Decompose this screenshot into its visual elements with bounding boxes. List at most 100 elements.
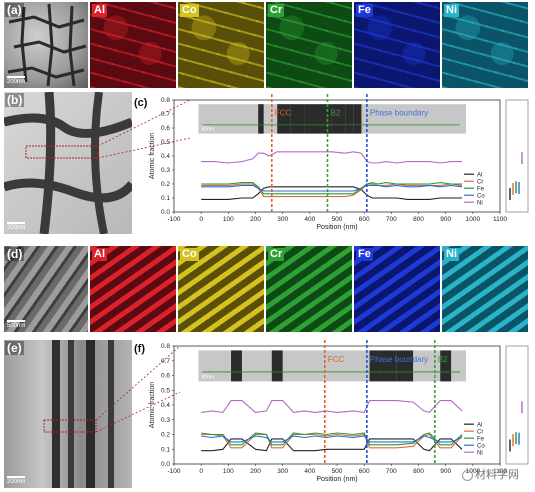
y-tick-label: 0.6	[161, 373, 170, 380]
eds-map-cr: Cr	[266, 2, 352, 88]
legend-entry: Fe	[477, 186, 485, 192]
x-tick-label: 900	[440, 468, 451, 475]
x-tick-label: 1000	[466, 216, 481, 223]
x-tick-label: 800	[413, 216, 424, 223]
eds-map-label-cr: Cr	[268, 248, 285, 261]
panel-label: (c)	[134, 97, 148, 109]
tem-image-d: (d) 500nm	[4, 246, 88, 332]
eds-map-al: Al	[90, 246, 176, 332]
legend-entry: Co	[477, 193, 485, 199]
inset-dark-band	[345, 104, 354, 134]
x-axis-label: Position (nm)	[316, 476, 357, 483]
x-tick-label: 400	[304, 216, 315, 223]
panel-label-e: (e)	[5, 341, 24, 355]
eds-map-label-al: Al	[92, 4, 107, 17]
y-tick-label: 0.1	[161, 446, 170, 453]
legend-entry: Co	[477, 443, 485, 449]
scale-bar-a: 200nm	[7, 76, 25, 85]
eds-map-co: Co	[178, 246, 264, 332]
x-tick-label: 1000	[466, 468, 481, 475]
phase-annotation: FCC	[275, 108, 292, 117]
x-tick-label: 700	[386, 468, 397, 475]
y-tick-label: 0.7	[161, 111, 170, 118]
inset-dark-band	[440, 350, 452, 382]
x-tick-label: 0	[199, 216, 203, 223]
panel-label-d: (d)	[5, 247, 25, 261]
x-tick-label: 0	[199, 468, 203, 475]
inset-dark-band	[353, 104, 362, 134]
eds-map-label-fe: Fe	[356, 248, 373, 261]
phase-annotation: Phase boundary	[370, 355, 428, 364]
eds-map-label-al: Al	[92, 248, 107, 261]
series-line-co	[201, 435, 463, 443]
eds-map-co: Co	[178, 2, 264, 88]
tem-image-e: (e) 200nm	[4, 340, 132, 488]
x-tick-label: -100	[167, 468, 180, 475]
series-line-al	[201, 438, 463, 452]
eds-map-ni: Ni	[442, 246, 528, 332]
legend-entry: Ni	[477, 450, 483, 456]
panel-label: (f)	[134, 343, 145, 355]
x-tick-label: 100	[223, 216, 234, 223]
tem-inset: 80nm	[198, 104, 467, 134]
scale-bar-b: 200nm	[7, 222, 25, 231]
y-tick-label: 0.3	[161, 167, 170, 174]
x-tick-label: 300	[277, 468, 288, 475]
phase-annotation: Phase boundary	[370, 108, 428, 117]
series-line-ni	[201, 400, 463, 414]
inset-scale-label: 80nm	[201, 127, 214, 133]
x-tick-label: 1100	[493, 468, 507, 475]
y-axis-label: Atomic fraction	[149, 382, 156, 428]
series-line-cr	[201, 183, 463, 198]
inset-dark-band	[290, 104, 305, 134]
scale-bar-d: 500nm	[7, 320, 25, 329]
eds-map-fe: Fe	[354, 2, 440, 88]
series-line-ni	[201, 151, 462, 164]
legend-entry: Al	[477, 172, 482, 178]
line-chart-c: 80nm 0.0 0.1 0.2 0.3 0.4 0.5 0.6 0.7 0.8 -100 0 100 2…	[134, 94, 529, 231]
dendrite-network	[7, 3, 87, 87]
tem-image-a: (a) 200nm	[4, 2, 88, 88]
eds-map-label-ni: Ni	[444, 248, 459, 261]
eds-map-fe: Fe	[354, 246, 440, 332]
y-tick-label: 0.3	[161, 417, 170, 424]
side-strip	[505, 345, 529, 465]
tem-image-b: (b) 200nm	[4, 92, 132, 234]
panel-label-a: (a)	[5, 3, 24, 17]
y-tick-label: 0.7	[161, 358, 170, 365]
inset-dark-band	[231, 350, 242, 382]
y-tick-label: 0.1	[161, 195, 170, 202]
panel-label-b: (b)	[5, 93, 25, 107]
x-tick-label: 1100	[493, 216, 507, 223]
side-strip	[505, 99, 529, 213]
y-tick-label: 0.8	[161, 343, 170, 350]
x-tick-label: 500	[332, 468, 343, 475]
x-tick-label: -100	[167, 216, 180, 223]
inset-dark-band	[380, 350, 397, 382]
y-tick-label: 0.5	[161, 139, 170, 146]
y-axis-label: Atomic fraction	[149, 133, 156, 179]
inset-dark-band	[277, 104, 291, 134]
phase-annotation: FCC	[328, 355, 345, 364]
watermark: 材料学网	[462, 466, 519, 482]
y-tick-label: 0.4	[161, 153, 170, 160]
eds-map-al: Al	[90, 2, 176, 88]
inset-dark-band	[331, 104, 346, 134]
tem-inset: 80nm	[198, 350, 467, 382]
y-tick-label: 0.5	[161, 387, 170, 394]
inset-dark-band	[396, 350, 414, 382]
x-axis-label: Position (nm)	[316, 224, 357, 231]
phase-annotation: B2	[330, 108, 340, 117]
series-line-fe	[201, 182, 462, 195]
x-tick-label: 800	[413, 468, 424, 475]
legend-entry: Cr	[477, 429, 483, 435]
x-tick-label: 200	[250, 216, 261, 223]
y-tick-label: 0.0	[161, 461, 170, 468]
inset-dark-band	[258, 104, 264, 134]
eds-map-label-ni: Ni	[444, 4, 459, 17]
eds-map-ni: Ni	[442, 2, 528, 88]
y-tick-label: 0.0	[161, 209, 170, 216]
x-tick-label: 700	[386, 216, 397, 223]
b2-phase-network	[4, 92, 132, 234]
scale-bar-e: 200nm	[7, 476, 25, 485]
